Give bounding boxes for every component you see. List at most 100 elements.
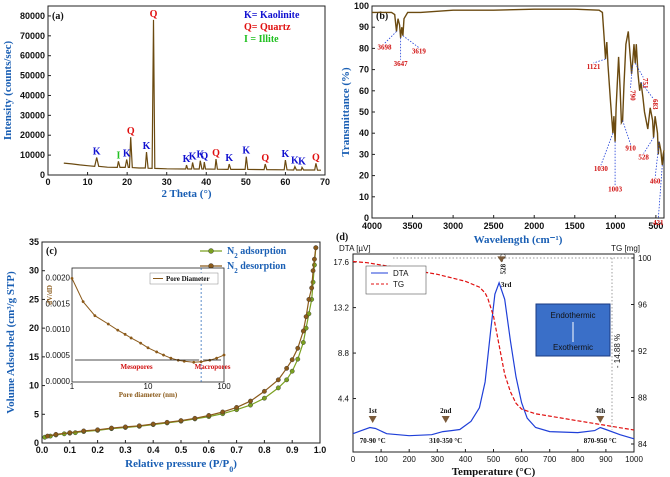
pore-distribution-point bbox=[116, 328, 120, 332]
inset-chart: 0.0000 0.0005 0.0010 0.0015 0.0020 1 10 100 Pore… bbox=[46, 267, 231, 399]
desorption-point bbox=[284, 365, 290, 371]
panel-label: (d) bbox=[336, 232, 348, 243]
y-tick-label: 5 bbox=[34, 409, 39, 419]
x-axis-label: Wavelength (cm⁻¹) bbox=[474, 234, 563, 246]
y-left-tick-label: 8.8 bbox=[338, 349, 350, 358]
y-tick-label: 30 bbox=[29, 266, 39, 276]
legend-entry: N2 adsorption bbox=[227, 246, 287, 260]
peak-label: I bbox=[116, 150, 120, 161]
x-tick-label: 0.1 bbox=[64, 445, 77, 455]
pore-distribution-point bbox=[169, 356, 173, 360]
pore-distribution-point bbox=[146, 346, 150, 350]
peak-leader-line bbox=[654, 141, 660, 178]
pore-distribution-point bbox=[215, 356, 219, 360]
desorption-point bbox=[67, 430, 73, 436]
peak-label: K bbox=[291, 156, 299, 167]
peak-wavenumber-label: 460 bbox=[650, 178, 661, 186]
adsorption-point bbox=[295, 356, 301, 362]
peak-label: Q bbox=[312, 152, 320, 163]
peak-label: K bbox=[196, 150, 204, 161]
x-tick-label: 4000 bbox=[362, 221, 382, 231]
x-tick-label: 3000 bbox=[443, 221, 463, 231]
region-label-mesopores: Mesopores bbox=[120, 363, 152, 371]
legend-marker bbox=[208, 248, 214, 254]
panel-label: (a) bbox=[52, 11, 64, 22]
peak-leader-line bbox=[622, 120, 632, 145]
desorption-point bbox=[310, 268, 316, 274]
panel-a-xrd-chart: 0 10 20 30 40 50 60 70 0 10000 20000 30000 40000 5000… bbox=[2, 5, 330, 200]
desorption-point bbox=[81, 428, 87, 434]
peak-label: Q bbox=[261, 153, 269, 164]
peak-label: K bbox=[225, 153, 233, 164]
desorption-point bbox=[136, 423, 142, 429]
pore-distribution-point bbox=[123, 332, 127, 336]
y-tick-label: 15 bbox=[29, 352, 39, 362]
x-tick-label: 2000 bbox=[524, 221, 544, 231]
x-tick-label: 300 bbox=[431, 455, 445, 464]
legend-entry: N2 desorption bbox=[227, 261, 286, 275]
panel-d-thermal-chart: 0 100 200 300 400 500 600 700 800 900 1000 4.4 8.8 13… bbox=[333, 232, 651, 477]
y-tick-label: 80 bbox=[359, 43, 369, 53]
adsorption-point bbox=[261, 395, 267, 401]
pore-distribution-point bbox=[199, 360, 203, 364]
x-tick-label: 0.9 bbox=[286, 445, 299, 455]
y-tick-label: 90 bbox=[359, 22, 369, 32]
desorption-point bbox=[192, 415, 198, 421]
desorption-point bbox=[306, 297, 312, 302]
y-tick-label: 25 bbox=[29, 294, 39, 304]
inset-y-tick-label: 0.0010 bbox=[46, 325, 71, 334]
inset-x-tick-label: 1 bbox=[70, 382, 75, 391]
x-tick-label: 400 bbox=[459, 455, 473, 464]
pore-distribution-point bbox=[182, 359, 186, 363]
desorption-point bbox=[300, 328, 306, 334]
y-right-tick-label: 84 bbox=[638, 440, 647, 449]
mass-loss-label: - 14.88 % bbox=[613, 334, 622, 368]
peak-wavenumber-label: 683 bbox=[651, 99, 659, 110]
desorption-point bbox=[289, 357, 295, 363]
legend-box bbox=[365, 265, 427, 295]
desorption-point bbox=[123, 424, 128, 430]
x-tick-label: 0.2 bbox=[91, 445, 104, 455]
pore-distribution-point bbox=[192, 360, 196, 364]
peak-label: K bbox=[93, 147, 101, 158]
y-tick-label: 50 bbox=[359, 107, 369, 117]
x-tick-label: 0.8 bbox=[258, 445, 271, 455]
peak-marker-arrow bbox=[497, 256, 506, 263]
desorption-point bbox=[95, 427, 101, 433]
x-tick-label: 40 bbox=[201, 177, 211, 187]
x-tick-label: 10 bbox=[83, 177, 93, 187]
legend-entry: DTA bbox=[393, 269, 409, 278]
y-tick-label: 0 bbox=[40, 170, 45, 180]
x-tick-label: 3500 bbox=[403, 221, 423, 231]
event-number-label: 2nd bbox=[440, 407, 451, 415]
desorption-point bbox=[309, 285, 315, 291]
x-tick-label: 1.0 bbox=[314, 445, 327, 455]
y-tick-label: 30000 bbox=[20, 110, 45, 120]
y-tick-label: 20 bbox=[29, 323, 39, 333]
adsorption-point bbox=[248, 402, 253, 408]
desorption-point bbox=[220, 409, 226, 415]
inset-y-tick-label: 0.0005 bbox=[46, 351, 71, 360]
x-axis-label: 2 Theta (°) bbox=[161, 188, 211, 200]
y-tick-label: 10 bbox=[359, 192, 369, 202]
peak-label: K bbox=[183, 154, 191, 165]
desorption-point bbox=[248, 398, 253, 404]
inset-legend-entry: Pore Diameter bbox=[166, 275, 210, 283]
desorption-point bbox=[45, 433, 50, 439]
event-number-label: 1st bbox=[368, 407, 377, 415]
x-axis-label: Temperature (°C) bbox=[452, 466, 536, 477]
peak-label: K bbox=[143, 141, 151, 152]
y-tick-label: 100 bbox=[354, 1, 369, 11]
desorption-point bbox=[206, 413, 212, 418]
peak-leader-line bbox=[600, 133, 614, 166]
event-number-label: 4th bbox=[595, 407, 605, 415]
desorption-point bbox=[313, 245, 319, 251]
inset-legend-box bbox=[149, 272, 219, 285]
peak-leader-line bbox=[634, 63, 644, 78]
endothermic-label: Endothermic bbox=[551, 311, 596, 320]
x-tick-label: 0.6 bbox=[203, 445, 216, 455]
inset-y-label: dV/dD bbox=[46, 285, 54, 305]
adsorption-point bbox=[284, 377, 290, 383]
